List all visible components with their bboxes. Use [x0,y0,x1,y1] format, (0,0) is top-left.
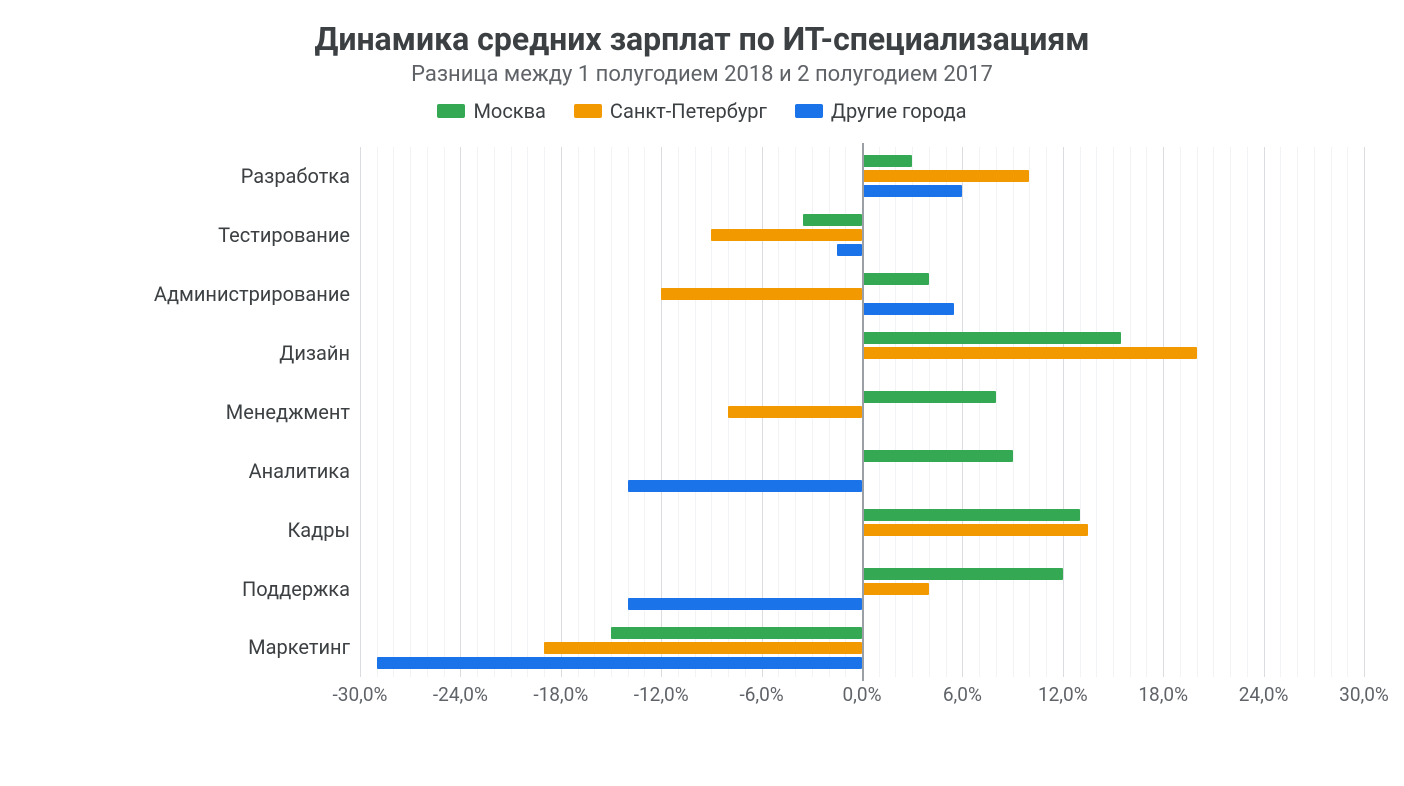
bar[interactable] [862,347,1197,359]
legend-item-moscow[interactable]: Москва [437,99,545,123]
x-tick-label: -6,0% [739,683,783,706]
category-label: Разработка [40,147,350,206]
bar[interactable] [544,642,862,654]
category-label: Поддержка [40,559,350,618]
zero-line [862,143,864,681]
x-tick-label: -12,0% [634,683,689,706]
bar[interactable] [377,657,862,669]
legend-swatch [437,104,465,118]
bar[interactable] [862,524,1088,536]
bar[interactable] [862,170,1029,182]
bar[interactable] [711,229,862,241]
plot-inner [360,147,1364,677]
legend: Москва Санкт-Петербург Другие города [40,99,1364,123]
x-tick-label: 0,0% [842,683,881,706]
bar[interactable] [837,244,862,256]
bar[interactable] [862,583,929,595]
x-tick-label: 30,0% [1339,683,1389,706]
category-label: Маркетинг [40,618,350,677]
bar[interactable] [661,288,862,300]
x-tick-label: -24,0% [433,683,488,706]
bar[interactable] [803,214,862,226]
legend-swatch [795,104,823,118]
gridline-major [1364,147,1365,677]
x-tick-label: 24,0% [1239,683,1289,706]
bar[interactable] [862,450,1013,462]
category-label: Менеджмент [40,383,350,442]
legend-label: Санкт-Петербург [610,99,767,123]
plot-area: -30,0%-24,0%-18,0%-12,0%-6,0%0,0%6,0%12,… [360,147,1364,707]
bar[interactable] [862,273,929,285]
x-axis: -30,0%-24,0%-18,0%-12,0%-6,0%0,0%6,0%12,… [360,677,1364,707]
y-axis-labels: РазработкаТестированиеАдминистрированиеД… [40,147,360,707]
category-label: Кадры [40,500,350,559]
legend-label: Другие города [831,99,967,123]
x-tick-label: 6,0% [943,683,982,706]
bar[interactable] [862,332,1121,344]
chart-subtitle: Разница между 1 полугодием 2018 и 2 полу… [40,62,1364,87]
bar[interactable] [862,568,1063,580]
bar[interactable] [728,406,862,418]
chart-container: Динамика средних зарплат по ИТ-специализ… [0,0,1404,786]
bar[interactable] [628,480,862,492]
category-label: Дизайн [40,324,350,383]
bar[interactable] [862,303,954,315]
category-label: Администрирование [40,265,350,324]
plot-wrap: РазработкаТестированиеАдминистрированиеД… [40,147,1364,707]
category-label: Аналитика [40,441,350,500]
bar[interactable] [628,598,862,610]
bar[interactable] [862,155,912,167]
x-tick-label: -18,0% [533,683,588,706]
bar[interactable] [862,185,962,197]
x-tick-label: 12,0% [1038,683,1088,706]
x-tick-label: 18,0% [1138,683,1188,706]
legend-item-other[interactable]: Другие города [795,99,967,123]
bar[interactable] [611,627,862,639]
bar[interactable] [862,509,1080,521]
x-tick-label: -30,0% [333,683,388,706]
chart-title: Динамика средних зарплат по ИТ-специализ… [40,20,1364,58]
legend-swatch [574,104,602,118]
bar[interactable] [862,391,996,403]
legend-item-spb[interactable]: Санкт-Петербург [574,99,767,123]
legend-label: Москва [473,99,545,123]
category-label: Тестирование [40,206,350,265]
